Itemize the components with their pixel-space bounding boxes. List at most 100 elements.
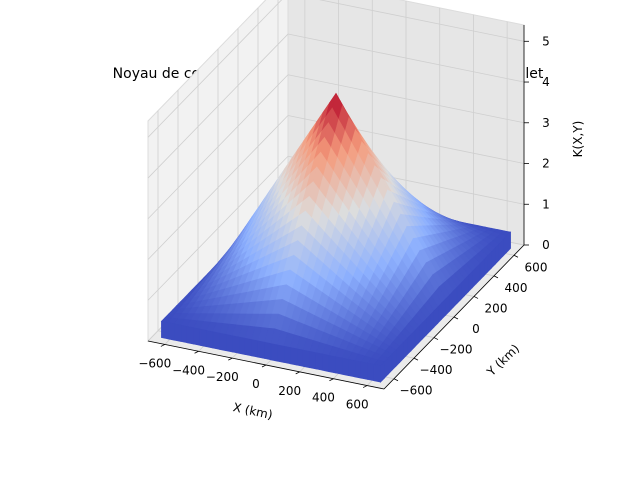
surface-side <box>449 290 454 313</box>
surface-side <box>433 306 439 328</box>
surface-side <box>464 274 469 297</box>
y-tick-label: −200 <box>440 343 473 357</box>
grid-z-wall-right <box>318 0 525 42</box>
x-tick-label: −200 <box>206 370 239 384</box>
surface-side <box>387 353 393 376</box>
surface-side <box>186 326 194 345</box>
surface-side <box>418 321 423 344</box>
y-tick-mark <box>473 296 479 299</box>
surface-side <box>347 358 356 378</box>
y-tick-mark <box>413 357 419 361</box>
grid-z-wall-left <box>147 74 289 220</box>
surface-side <box>487 251 492 273</box>
surface-side <box>460 278 466 301</box>
surface-side <box>452 286 458 309</box>
y-tick-mark <box>453 316 459 320</box>
y-axis-label: Y (km) <box>484 341 523 379</box>
surface-side <box>354 360 362 379</box>
z-axis-label: K(X,Y) <box>571 121 585 158</box>
surface-side <box>410 329 416 352</box>
x-tick-mark <box>194 350 199 354</box>
surface-side <box>491 247 496 269</box>
x-axis-label: X (km) <box>232 400 274 422</box>
x-tick-label: −400 <box>172 363 205 377</box>
x-tick-label: 0 <box>252 377 260 391</box>
grid-z-wall-left <box>147 0 283 138</box>
surface-side <box>302 349 311 369</box>
surface-side <box>373 364 381 383</box>
x-tick-label: 400 <box>312 391 335 405</box>
z-tick-label: 5 <box>542 34 550 48</box>
grid-z-wall-right <box>287 33 525 83</box>
surface-side <box>395 345 401 368</box>
surface-side <box>180 324 188 344</box>
x-tick-mark <box>329 378 334 382</box>
z-tick-label: 1 <box>542 197 550 211</box>
y-tick-mark <box>433 337 439 340</box>
surface-side <box>161 320 169 340</box>
surface-side <box>498 239 504 261</box>
surface-side <box>403 337 408 360</box>
y-tick-label: 600 <box>525 260 548 274</box>
surface-side <box>437 302 443 324</box>
x-tick-label: 600 <box>346 398 369 412</box>
grid-z-wall-right <box>287 74 525 124</box>
x-tick-mark <box>295 371 300 375</box>
surface-side <box>232 335 240 354</box>
y-tick-label: 400 <box>505 281 528 295</box>
surface-side <box>445 294 450 317</box>
x-tick-label: −600 <box>138 356 171 370</box>
surface-side <box>384 357 389 379</box>
y-tick-mark <box>493 275 499 279</box>
surface-side <box>322 353 330 373</box>
z-tick-label: 2 <box>542 157 550 171</box>
surface-side <box>380 361 385 383</box>
y-tick-label: −600 <box>400 384 433 398</box>
surface-side <box>506 231 511 254</box>
surface-side <box>475 262 481 285</box>
surface-side <box>422 317 427 340</box>
surface-plot <box>160 92 512 383</box>
surface-side <box>335 356 343 375</box>
surface-side <box>244 337 252 357</box>
surface-side <box>315 352 323 371</box>
surface-side <box>391 349 397 372</box>
z-tick-label: 4 <box>542 75 550 89</box>
y-tick-mark <box>513 254 519 258</box>
surface-side <box>341 357 349 376</box>
surface-side <box>483 254 488 277</box>
surface-side <box>309 351 317 370</box>
surface-side <box>426 313 431 336</box>
surface-side <box>257 340 265 359</box>
surface-side <box>367 362 375 382</box>
surface-side <box>193 327 201 346</box>
z-tick-label: 3 <box>542 116 550 130</box>
surface-side <box>289 347 298 366</box>
y-tick-label: −400 <box>420 363 453 377</box>
y-tick-label: 0 <box>472 322 480 336</box>
grid-z-wall-left <box>147 33 289 179</box>
grid-z-wall-left <box>147 155 289 301</box>
surface-side <box>270 343 278 362</box>
surface-side <box>456 282 462 305</box>
surface-side <box>360 361 369 380</box>
surface-side <box>199 328 207 348</box>
surface-side <box>174 323 182 342</box>
surface-side <box>238 336 246 355</box>
grid-z-wall-left <box>147 115 289 260</box>
x-tick-mark <box>228 357 233 361</box>
surface-side <box>225 334 233 353</box>
surface-side <box>494 243 500 265</box>
surface-side <box>399 341 404 364</box>
surface-side <box>429 310 435 332</box>
surface-side <box>251 339 259 358</box>
x-tick-mark <box>261 364 267 368</box>
x-tick-mark <box>362 385 368 388</box>
surface-side <box>283 345 291 365</box>
surface-side <box>414 325 420 348</box>
surface-side <box>167 322 175 341</box>
surface-side <box>479 258 485 281</box>
x-tick-label: 200 <box>278 384 301 398</box>
x-tick-mark <box>160 344 166 347</box>
